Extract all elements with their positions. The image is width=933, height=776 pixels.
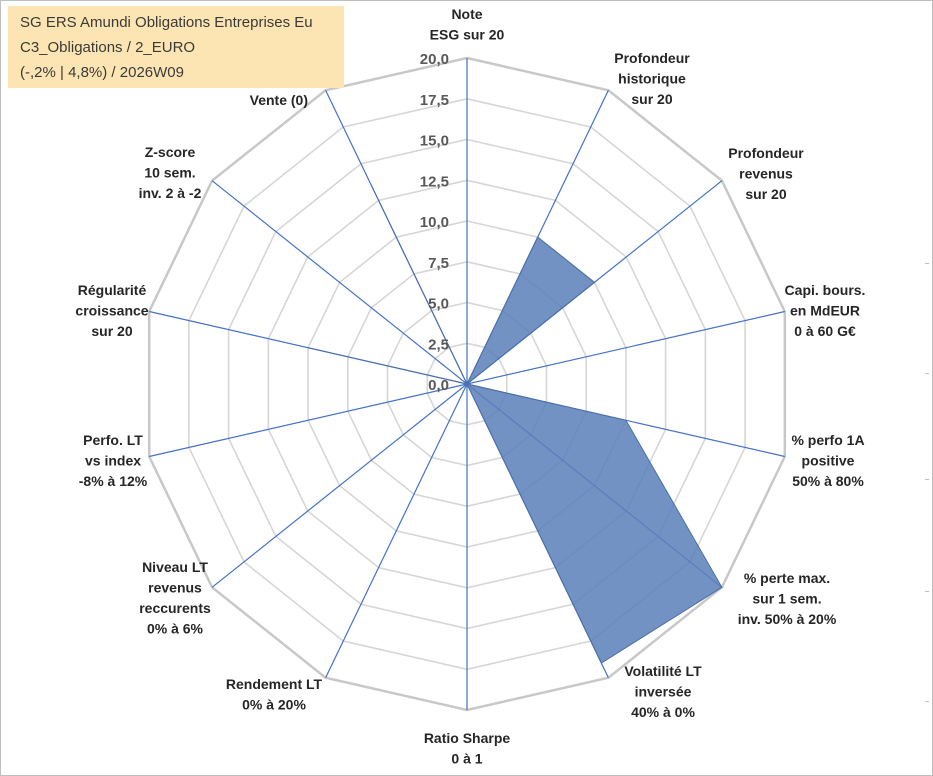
axis-label-line: 0% à 20% [242,697,306,713]
axis-label: Rendement LT 0% à 20% [226,676,323,713]
tick-label: 7,5 [428,255,449,272]
axis-label-line: 0 à 1 [451,751,482,767]
axis-label-line: Niveau LT [142,559,208,575]
edge-mark [925,591,929,592]
chart-title-line-3: (-,2% | 4,8%) / 2026W09 [20,64,184,81]
axis-label-line: Z-score [145,144,196,160]
axis-label-line: -8% à 12% [79,473,148,489]
axis-label-line: Capi. bours. [785,282,866,298]
axis-label-line: Profondeur [614,50,690,66]
axis-label-line: sur 20 [631,91,672,107]
axis-label-line: Perfo. LT [83,432,143,448]
axis-label-line: % perfo 1A [791,432,864,448]
axis-label-line: 10 sem. [144,165,195,181]
axis-label-line: ESG sur 20 [430,27,505,43]
tick-label: 12,5 [420,173,449,190]
axis-label-line: % perte max. [744,570,830,586]
tick-label: 15,0 [420,133,449,150]
axis-label: Perfo. LT vs index -8% à 12% [79,432,148,489]
axis-label: Volatilité LT inversée 40% à 0% [624,663,702,720]
edge-mark [925,263,929,264]
axis-label: % perte max. sur 1 sem. inv. 50% à 20% [738,570,837,627]
axis-spoke [325,383,468,678]
axis-label-line: revenus [739,166,793,182]
axis-label-line: Vente (0) [250,92,308,108]
axis-label: Profondeur revenus sur 20 [728,145,804,202]
axis-label-line: sur 20 [91,323,132,339]
chart-title-line-1: SG ERS Amundi Obligations Entreprises Eu [20,14,313,31]
axis-label-line: vs index [85,453,141,469]
axis-label-line: sur 20 [745,186,786,202]
axis-spoke [211,180,468,385]
tick-label: 10,0 [420,214,449,231]
axis-label-line: Note [451,6,482,22]
axis-label: % perfo 1A positive 50% à 80% [791,432,864,489]
axis-label-line: reccurents [139,600,211,616]
axis-label: Z-score 10 sem. inv. 2 à -2 [139,144,202,201]
axis-label-line: 40% à 0% [631,704,695,720]
axis-label-line: positive [802,453,855,469]
axis-label-line: Ratio Sharpe [424,730,511,746]
axis-label-line: revenus [148,580,202,596]
axis-label: Profondeur historique sur 20 [614,50,690,107]
axis-label-line: Régularité [78,282,147,298]
axis-label: Niveau LT revenus reccurents 0% à 6% [139,559,211,637]
axis-label-line: Volatilité LT [624,663,702,679]
edge-mark [925,373,929,374]
axis-label-line: croissance [75,303,148,319]
chart-title-line-2: C3_Obligations / 2_EURO [20,39,196,56]
edge-mark [925,479,929,480]
data-area [307,185,723,664]
tick-label: 0,0 [428,377,449,394]
axis-spoke [211,383,468,588]
axis-label: Régularité croissance sur 20 [75,282,148,339]
axis-label-line: sur 1 sem. [752,591,821,607]
chart-title-box: SG ERS Amundi Obligations Entreprises Eu… [8,6,344,88]
axis-label-line: Profondeur [728,145,804,161]
axis-label-line: 0% à 6% [147,621,204,637]
axis-label-line: en MdEUR [790,303,860,319]
axis-label: Capi. bours. en MdEUR 0 à 60 G€ [785,282,866,339]
axis-label-line: inv. 2 à -2 [139,185,202,201]
axis-label-line: 0 à 60 G€ [794,323,856,339]
axis-label-line: inv. 50% à 20% [738,611,837,627]
axis-label-line: historique [618,71,686,87]
axis-spoke [466,310,785,385]
axis-label-line: 50% à 80% [792,473,864,489]
axis-label-line: Rendement LT [226,676,323,692]
tick-label: 5,0 [428,296,449,313]
axis-label: Note ESG sur 20 [430,6,505,43]
tick-label: 17,5 [420,92,449,109]
axis-spoke [149,383,468,458]
axis-label-line: inversée [635,684,692,700]
tick-label: 20,0 [420,51,449,68]
edge-mark [925,701,929,702]
axis-label: Ratio Sharpe 0 à 1 [424,730,511,767]
tick-label: 2,5 [428,336,449,353]
